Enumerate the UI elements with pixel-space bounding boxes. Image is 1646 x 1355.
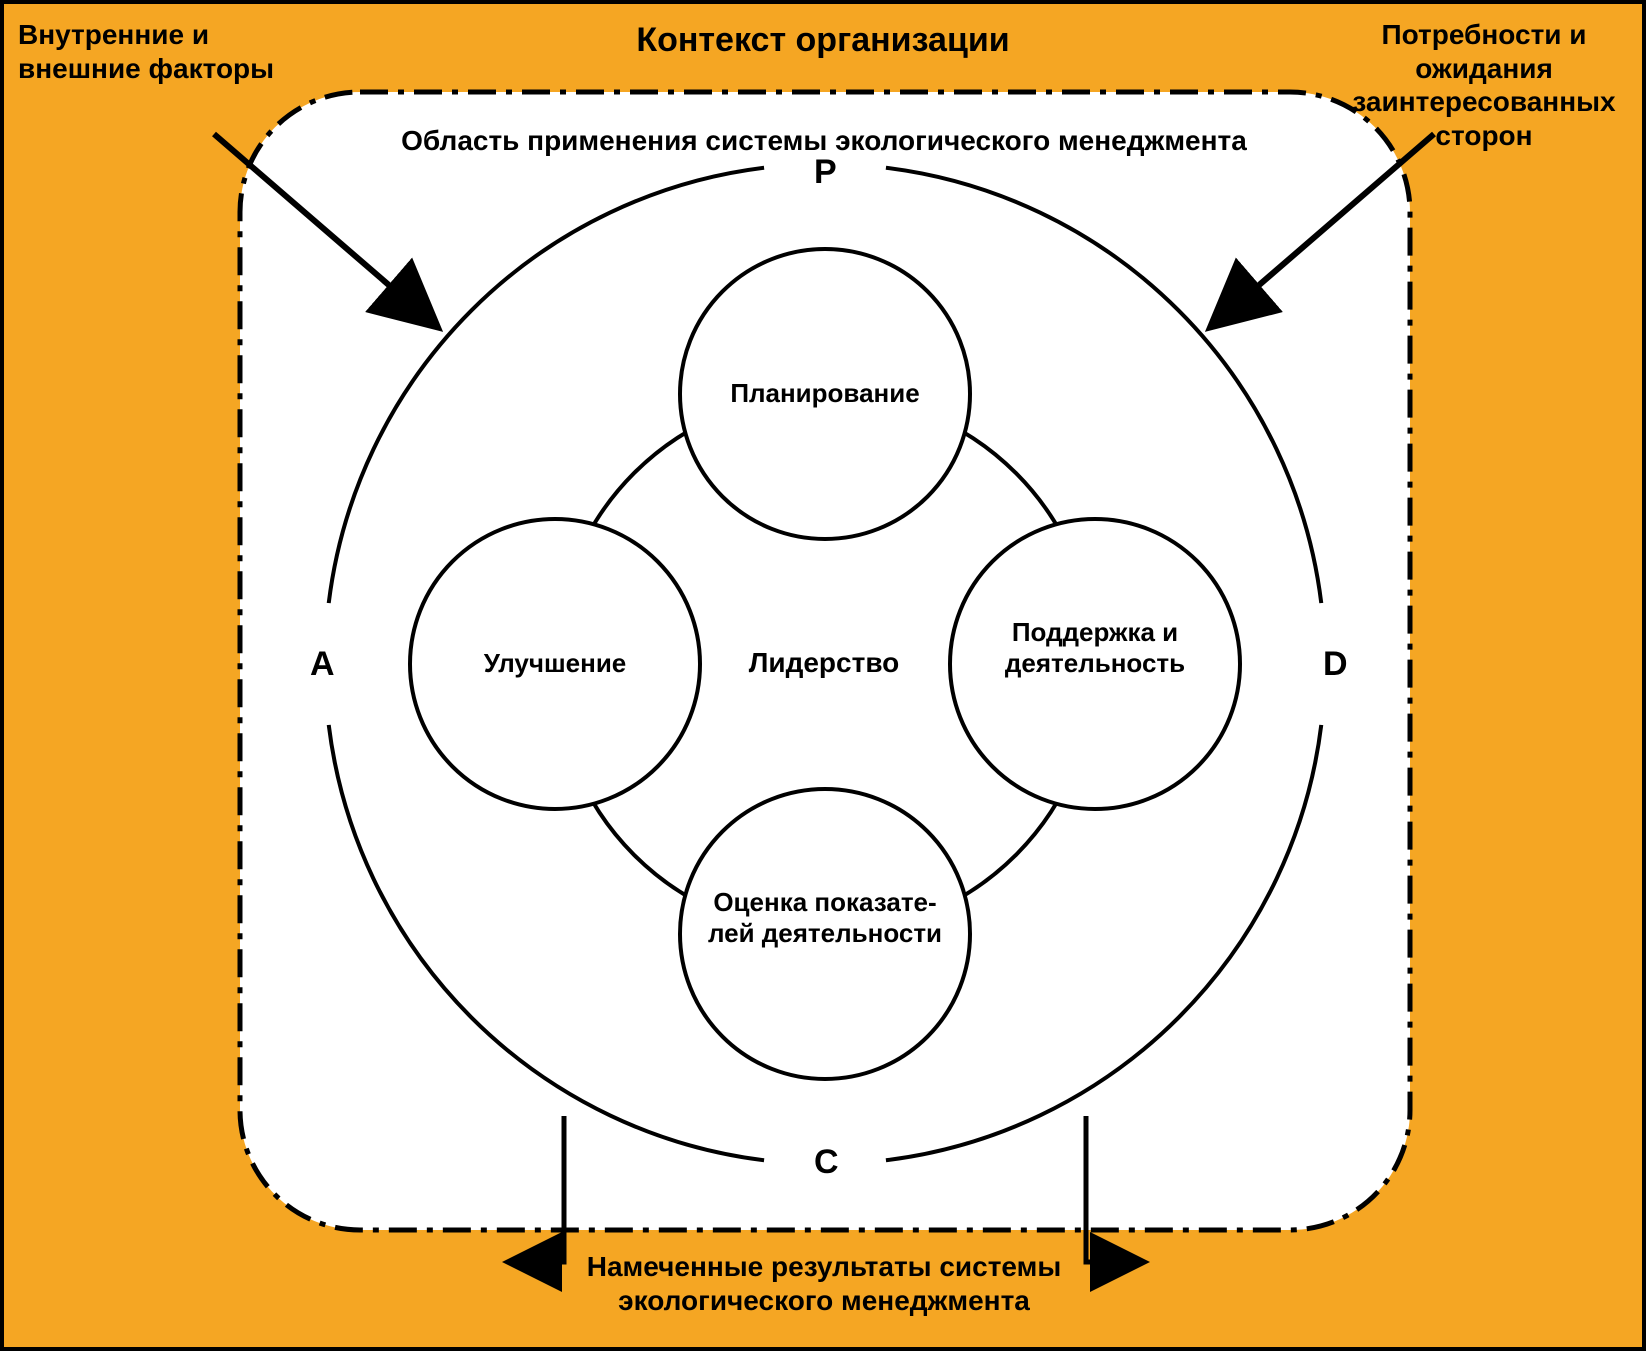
pdca-letter-p: P [808,152,843,193]
node-planning: Планирование [692,378,958,409]
pdca-letter-a: A [304,644,341,685]
pdca-letter-c: C [808,1142,845,1183]
center-label: Лидерство [724,646,924,680]
diagram-stage: Контекст организации Внутренние и внешни… [0,0,1646,1351]
node-improvement: Улучшение [422,648,688,679]
pdca-letter-d: D [1317,644,1354,685]
results-label: Намеченные результаты системы экологичес… [514,1250,1134,1317]
node-evaluation: Оценка показате- лей деятельности [692,887,958,949]
node-support: Поддержка и деятельность [962,617,1228,679]
